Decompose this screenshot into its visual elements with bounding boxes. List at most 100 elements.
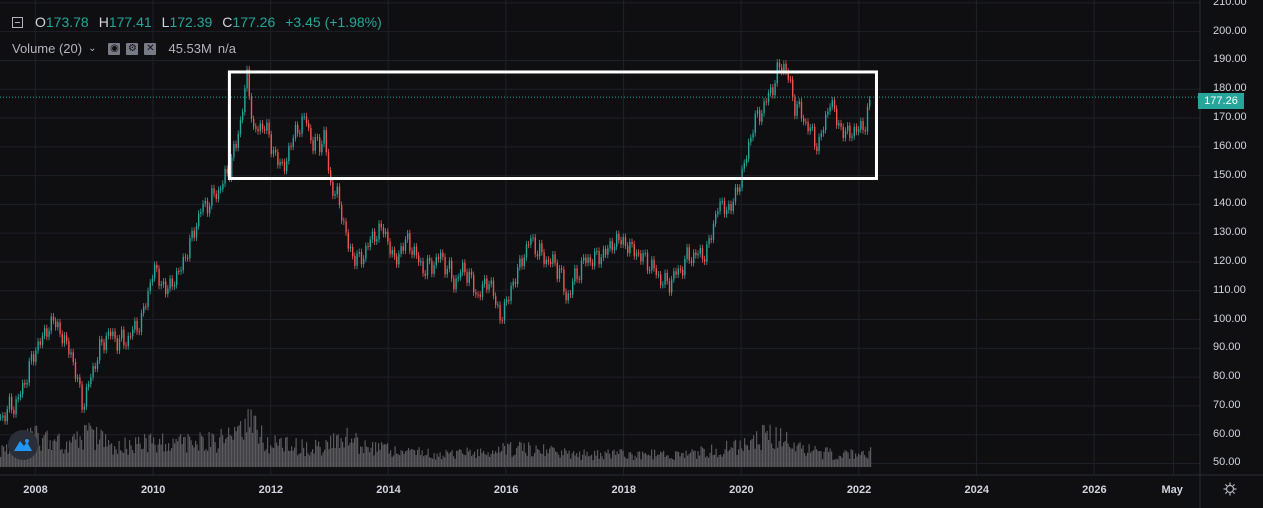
candle-body — [708, 238, 710, 245]
candle-body — [761, 113, 763, 122]
volume-bar — [735, 439, 737, 467]
volume-bar — [816, 449, 818, 467]
volume-bar — [280, 437, 282, 467]
candle-body — [261, 123, 264, 130]
candle-body — [556, 262, 558, 279]
volume-bar — [430, 457, 432, 467]
candle-body — [389, 241, 391, 255]
volume-bar — [433, 453, 435, 467]
candle-body — [246, 69, 248, 89]
candle-body — [237, 133, 239, 148]
volume-bar — [655, 456, 657, 467]
volume-bar — [751, 438, 753, 467]
volume-bar — [481, 453, 483, 467]
candle-body — [112, 331, 114, 337]
volume-label[interactable]: Volume (20) — [12, 41, 83, 56]
volume-bar — [277, 445, 279, 467]
candle-body — [464, 262, 466, 273]
last-price-tag: 177.26 — [1198, 93, 1244, 109]
volume-bar — [285, 437, 287, 467]
volume-bar — [486, 455, 488, 467]
gear-icon[interactable]: ⚙ — [126, 42, 139, 55]
volume-bar — [549, 448, 551, 467]
volume-bar — [705, 457, 707, 467]
volume-bar — [9, 446, 11, 467]
candle-body — [325, 130, 327, 153]
volume-bar — [252, 432, 254, 467]
candle-body — [499, 304, 501, 321]
volume-bar — [133, 453, 135, 467]
volume-bar — [451, 450, 453, 467]
chart-grid — [0, 0, 1200, 475]
volume-bar — [522, 450, 524, 467]
candle-body — [655, 268, 657, 275]
candle-body — [281, 161, 283, 163]
volume-bar — [324, 449, 326, 467]
candle-body — [349, 247, 352, 249]
candle-body — [829, 106, 831, 112]
volume-bar — [805, 455, 807, 467]
candle-body — [400, 246, 402, 254]
close-icon[interactable]: ✕ — [144, 42, 157, 55]
candle-body — [15, 399, 17, 415]
volume-bar — [349, 442, 351, 467]
volume-bar — [652, 459, 654, 467]
candle-body — [743, 162, 745, 169]
legend-close: C177.26 — [222, 14, 276, 30]
volume-bar — [457, 450, 459, 467]
volume-bar — [360, 446, 362, 467]
candle-body — [686, 247, 688, 259]
volume-bar — [447, 451, 449, 467]
candle-body — [167, 288, 169, 294]
volume-bar — [693, 450, 695, 467]
volume-bar — [780, 428, 782, 467]
collapse-icon[interactable] — [12, 16, 23, 28]
candle-body — [620, 240, 622, 245]
candle-body — [136, 320, 138, 332]
volume-bar — [775, 427, 777, 467]
settings-gear-icon[interactable] — [1223, 482, 1237, 496]
logo-icon[interactable] — [8, 430, 38, 460]
candle-body — [481, 284, 484, 297]
annotation-rectangle[interactable] — [227, 70, 878, 180]
volume-bar — [606, 452, 608, 467]
candle-body — [455, 278, 457, 290]
volume-bar — [565, 450, 567, 467]
volume-bar — [37, 432, 39, 467]
volume-bar — [157, 444, 159, 467]
volume-bar — [174, 443, 176, 467]
volume-bar — [261, 425, 263, 467]
volume-bar — [612, 450, 614, 467]
volume-bar — [432, 458, 434, 467]
volume-bar — [43, 435, 45, 467]
volume-bar — [258, 443, 260, 467]
candle-body — [435, 256, 437, 266]
candle-body — [750, 137, 752, 143]
candle-body — [783, 63, 785, 72]
candle-body — [187, 257, 189, 259]
volume-bar — [255, 415, 257, 467]
volume-bar — [714, 454, 716, 467]
candle-body — [156, 264, 158, 269]
volume-bar — [163, 451, 165, 467]
y-tick-label: 210.00 — [1213, 0, 1247, 8]
candle-body — [204, 200, 206, 204]
volume-bar — [840, 456, 842, 467]
volume-bar — [132, 450, 134, 467]
candle-body — [789, 79, 792, 81]
volume-bar — [187, 434, 189, 467]
candle-body — [688, 247, 690, 261]
volume-bar — [555, 451, 557, 467]
volume-bar — [289, 450, 291, 467]
candle-body — [734, 187, 737, 202]
candle-body — [48, 330, 50, 337]
volume-bar — [364, 440, 366, 467]
visibility-icon[interactable]: ◉ — [108, 42, 121, 55]
volume-bar — [355, 432, 357, 467]
y-tick-label: 100.00 — [1213, 312, 1247, 325]
volume-bar — [708, 457, 710, 467]
candle-body — [431, 260, 433, 274]
candle-body — [330, 170, 332, 183]
chevron-down-icon[interactable]: ⌄ — [88, 43, 97, 54]
